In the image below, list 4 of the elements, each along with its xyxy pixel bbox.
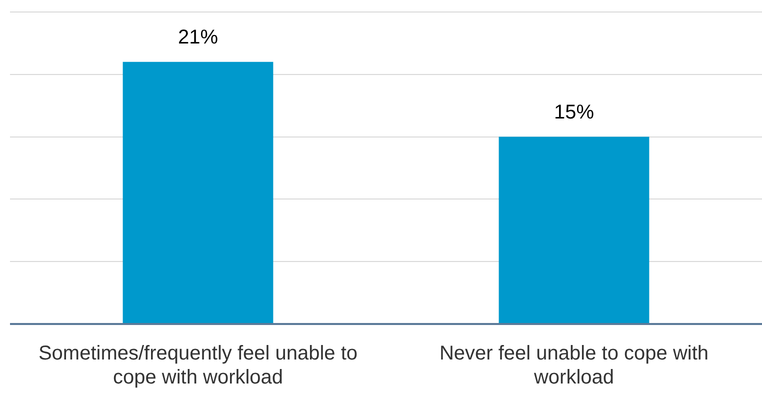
data-label: 15% bbox=[554, 101, 594, 124]
data-label: 21% bbox=[178, 26, 218, 48]
x-tick-label: Never feel unable to cope with workload bbox=[439, 342, 709, 389]
x-tick-label: Sometimes/frequently feel unable to cope with workload bbox=[38, 342, 358, 389]
